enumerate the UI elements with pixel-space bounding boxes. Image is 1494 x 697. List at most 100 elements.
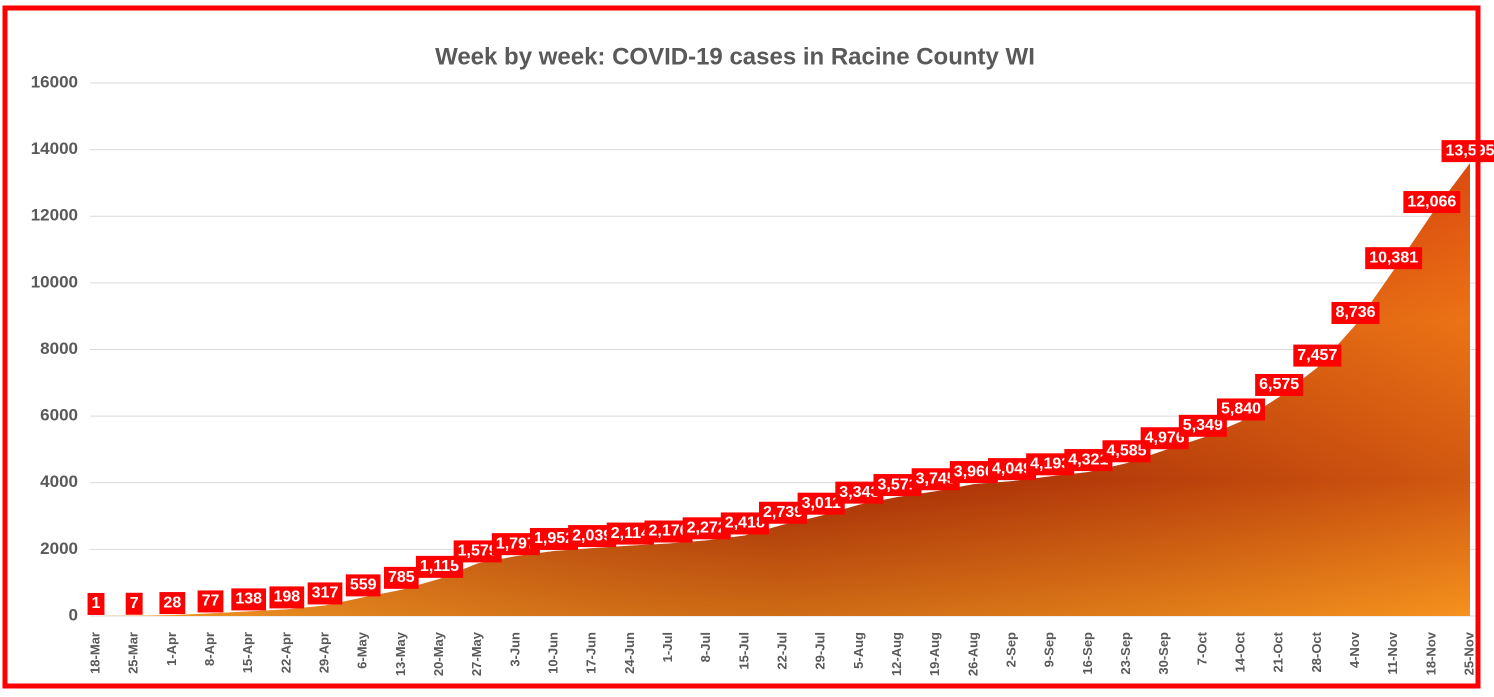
data-label-text: 4,321 [1068,451,1108,468]
y-tick-label: 4000 [40,472,78,491]
data-label: 3,011 [797,492,845,515]
data-label-box [1140,427,1189,450]
data-label-box [835,481,884,504]
data-label: 198 [269,586,305,609]
data-label-box [159,592,186,615]
x-tick-label: 29-Apr [316,632,331,673]
data-label-text: 6,575 [1259,376,1299,393]
data-label: 6,575 [1255,373,1304,396]
data-label-text: 4,976 [1145,429,1185,446]
data-label-text: 3,571 [877,476,917,493]
data-label-text: 7,457 [1297,347,1337,364]
y-tick-label: 12000 [31,206,78,225]
data-label: 138 [231,588,267,611]
data-label-box [873,474,922,497]
data-label-text: 3,343 [839,484,879,501]
data-label-text: 8,736 [1335,304,1375,321]
data-label-box [1331,301,1380,324]
data-label: 7 [125,592,143,615]
data-label-text: 3,960 [954,463,994,480]
data-label: 2,418 [720,512,769,535]
x-tick-label: 22-Apr [278,632,293,673]
x-tick-label: 16-Sep [1080,632,1095,675]
data-label-text: 4,049 [992,460,1032,477]
data-label-text: 1,952 [534,530,574,547]
y-tick-label: 10000 [31,272,78,291]
data-label: 8,736 [1331,301,1380,324]
data-label: 4,193 [1026,453,1075,476]
x-tick-label: 20-May [431,631,446,676]
data-label: 785 [383,566,419,589]
data-label: 559 [345,574,381,597]
data-label-text: 1,115 [420,558,459,575]
data-label-text: 4,585 [1106,442,1146,459]
data-label-text: 3,011 [802,495,841,512]
data-label-text: 317 [312,585,339,602]
x-tick-label: 14-Oct [1232,631,1247,672]
x-tick-label: 1-Jul [660,632,675,662]
data-label-text: 2,739 [763,504,803,521]
data-label-box [1255,373,1304,396]
data-label: 2,176 [644,520,693,543]
data-label-text: 7 [130,595,139,612]
data-label-text: 77 [202,593,220,610]
data-label-text: 13,595 [1446,142,1494,159]
x-tick-label: 18-Nov [1423,631,1438,675]
data-label: 3,343 [835,481,884,504]
data-label-box [197,590,224,613]
x-tick-label: 15-Jul [736,632,751,670]
data-label-text: 28 [163,594,181,611]
y-tick-label: 0 [69,605,78,624]
data-label-box [1441,140,1494,163]
data-label-box [1026,453,1075,476]
x-tick-label: 19-Aug [927,632,942,676]
data-label-box [1293,344,1342,367]
data-label-text: 198 [273,589,300,606]
data-label: 3,571 [873,474,922,497]
data-label-text: 2,114 [611,525,650,542]
data-label: 4,321 [1064,449,1113,472]
x-tick-label: 10-Jun [545,632,560,674]
data-label: 2,039 [568,525,617,548]
x-tick-label: 23-Sep [1118,632,1133,675]
data-label: 1 [87,592,105,615]
x-tick-label: 25-Nov [1461,631,1476,675]
data-label-box [720,512,769,535]
data-label-text: 2,176 [648,523,688,540]
data-label-text: 2,039 [572,527,612,544]
x-tick-label: 4-Nov [1347,631,1362,668]
data-label: 2,739 [758,501,808,524]
x-tick-label: 30-Sep [1156,632,1171,675]
data-label-text: 138 [235,591,262,608]
data-label-text: 5,349 [1183,417,1223,434]
data-label-text: 3,745 [916,470,956,487]
data-label-text: 12,066 [1407,193,1456,210]
y-tick-label: 6000 [40,406,78,425]
data-label: 10,381 [1365,247,1423,270]
x-tick-label: 2-Sep [1003,632,1018,667]
data-label: 4,049 [987,458,1037,481]
x-tick-label: 5-Aug [851,632,866,669]
data-label-text: 10,381 [1369,249,1418,266]
x-tick-label: 26-Aug [965,632,980,676]
y-tick-label: 14000 [31,139,78,158]
data-label: 3,960 [949,461,998,484]
data-label-text: 559 [350,577,377,594]
x-tick-label: 18-Mar [87,632,102,674]
frame-border [2,5,1481,689]
data-label-box [87,592,105,615]
data-label-box [529,527,579,550]
data-label: 3,745 [911,468,960,491]
data-label: 5,840 [1216,398,1266,421]
x-tick-label: 15-Apr [240,632,255,673]
data-label-box [269,586,305,609]
y-tick-label: 2000 [40,539,78,558]
data-label-box [682,517,731,540]
data-label-box [1064,449,1113,472]
x-tick-label: 12-Aug [889,632,904,676]
y-tick-label: 16000 [31,72,78,91]
x-tick-label: 1-Apr [164,632,179,666]
data-label: 7,457 [1293,344,1342,367]
data-label-box [345,574,381,597]
